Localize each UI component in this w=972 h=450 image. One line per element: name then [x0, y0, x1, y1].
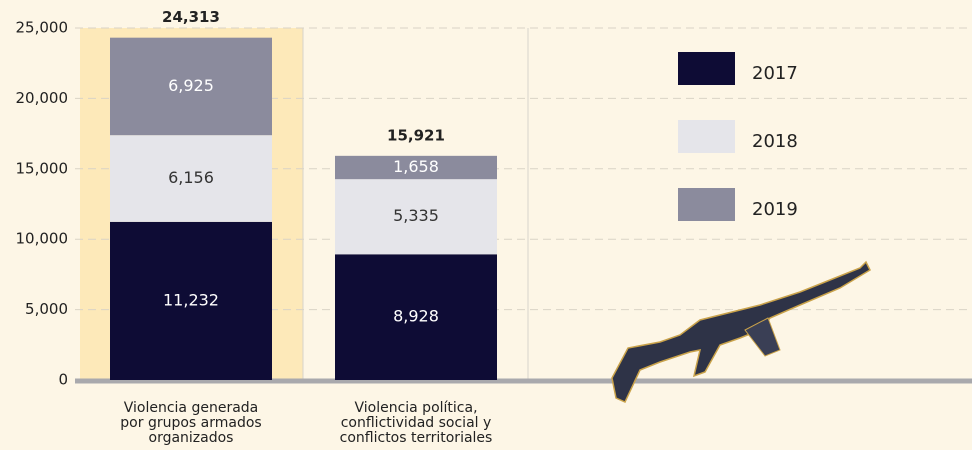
y-tick-label: 15,000 [16, 159, 69, 177]
y-tick-label: 20,000 [16, 89, 69, 107]
value-label: 5,335 [393, 206, 439, 225]
y-tick-label: 0 [58, 371, 68, 389]
legend-swatch [678, 120, 735, 153]
value-label: 6,156 [168, 168, 214, 187]
x-tick-label-line: Violencia generada [124, 400, 259, 416]
y-tick-label: 5,000 [25, 300, 68, 318]
x-tick-label-line: Violencia política, [354, 400, 477, 416]
total-label: 15,921 [387, 126, 445, 144]
legend-label: 2019 [752, 199, 798, 220]
y-tick-label: 25,000 [16, 19, 69, 37]
x-tick-label-line: conflictividad social y [341, 415, 492, 431]
legend-swatch [678, 52, 735, 85]
value-label: 8,928 [393, 307, 439, 326]
x-tick-label-line: por grupos armados [120, 415, 261, 431]
value-label: 11,232 [163, 290, 219, 309]
x-tick-label: Violencia política,conflictividad social… [340, 400, 493, 446]
y-tick-label: 10,000 [16, 230, 69, 248]
value-label: 1,658 [393, 157, 439, 176]
legend-label: 2017 [752, 63, 798, 84]
x-tick-label-line: conflictos territoriales [340, 430, 493, 446]
chart: 0 5,000 10,000 15,000 20,000 25,000 11,232 6,15… [0, 0, 972, 450]
value-label: 6,925 [168, 76, 214, 95]
legend-swatch [678, 188, 735, 221]
total-label: 24,313 [162, 8, 220, 26]
legend-label: 2018 [752, 131, 798, 152]
x-tick-label-line: organizados [149, 430, 234, 446]
